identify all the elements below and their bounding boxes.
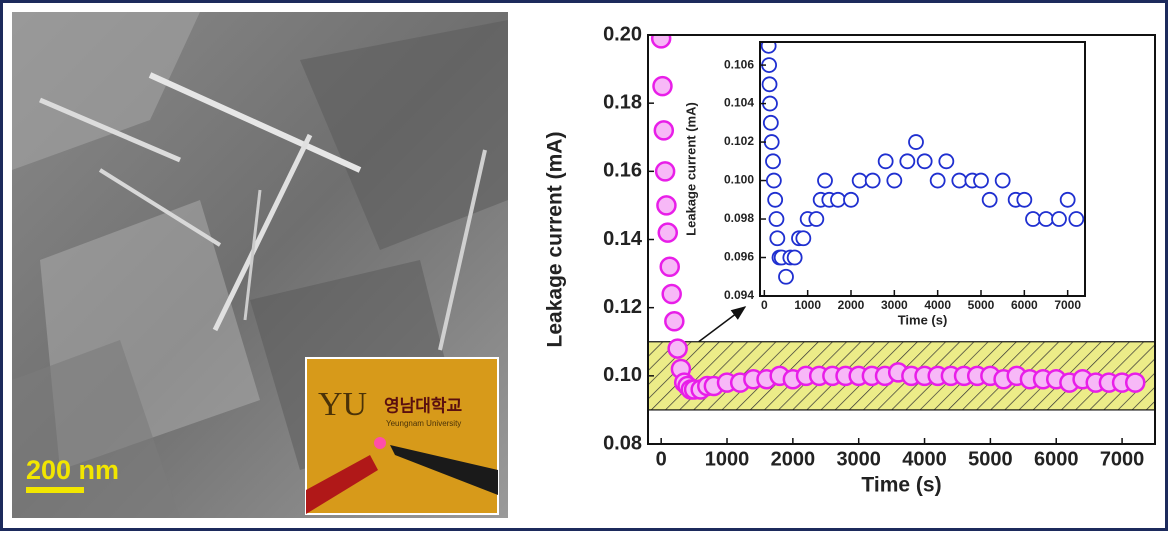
point	[778, 268, 794, 285]
y-tick-label: 0.104	[724, 96, 754, 110]
point	[951, 172, 968, 189]
point	[650, 35, 672, 49]
scale-bar-label: 200 nm	[26, 455, 119, 485]
point	[994, 172, 1011, 189]
y-tick-label: 0.16	[603, 160, 642, 182]
point	[973, 172, 989, 189]
point	[916, 153, 933, 170]
y-tick-label: 0.12	[603, 296, 642, 318]
y-tick-label: 0.098	[724, 211, 754, 225]
point	[654, 161, 676, 182]
point	[1059, 191, 1076, 208]
point	[763, 134, 780, 150]
point	[877, 153, 894, 170]
x-tick-label: 5000	[968, 298, 995, 312]
x-axis-label: Time (s)	[861, 474, 941, 497]
device-photo: YU 영남대학교 Yeungnam University	[305, 357, 499, 515]
point	[664, 311, 685, 332]
point	[661, 283, 682, 305]
y-tick-label: 0.08	[603, 432, 642, 454]
points	[760, 42, 1085, 285]
point	[769, 230, 786, 247]
y-tick-label: 0.10	[603, 364, 642, 386]
point	[908, 134, 924, 150]
x-tick-label: 1000	[705, 448, 750, 470]
point	[795, 230, 812, 247]
point	[657, 222, 679, 243]
x-tick-label: 2000	[838, 298, 865, 312]
y-tick-label: 0.18	[603, 91, 642, 113]
point	[656, 195, 677, 216]
point	[1025, 211, 1041, 227]
point	[843, 191, 859, 208]
point	[1124, 372, 1146, 393]
point	[667, 338, 688, 359]
point	[767, 191, 784, 208]
point	[817, 172, 833, 189]
x-tick-label: 6000	[1011, 298, 1038, 312]
point	[768, 211, 785, 227]
y-tick-label: 0.106	[724, 57, 754, 71]
x-tick-label: 0	[761, 298, 768, 312]
point	[761, 76, 778, 93]
y-axis-label: Leakage current (mA)	[683, 102, 698, 236]
point	[1038, 211, 1054, 227]
y-tick-label: 0.094	[724, 288, 754, 302]
point	[886, 172, 903, 189]
y-axis-label: Leakage current (mA)	[544, 132, 567, 348]
y-tick-label: 0.100	[724, 173, 754, 187]
point	[938, 153, 955, 170]
points	[650, 35, 1146, 400]
point	[1051, 211, 1067, 227]
y-tick-label: 0.14	[603, 228, 643, 250]
plot-area	[760, 42, 1085, 296]
point	[830, 191, 846, 208]
point	[851, 172, 868, 189]
x-tick-label: 2000	[771, 448, 816, 470]
point	[786, 249, 803, 266]
x-tick-label: 1000	[794, 298, 821, 312]
point	[1016, 191, 1033, 208]
point	[765, 172, 782, 189]
x-tick-label: 4000	[924, 298, 951, 312]
point	[760, 42, 777, 54]
y-tick-label: 0.102	[724, 134, 754, 148]
point	[808, 211, 825, 227]
axis-frame	[759, 41, 1086, 297]
logo-english: Yeungnam University	[386, 419, 461, 428]
logo-mark: YU	[318, 386, 367, 423]
x-tick-label: 7000	[1100, 448, 1145, 470]
point	[864, 172, 881, 189]
x-tick-label: 3000	[836, 448, 881, 470]
x-tick-label: 3000	[881, 298, 908, 312]
x-tick-label: 4000	[902, 448, 947, 470]
charts: 0 1000 2000 3000 4000 5000 6000 7000 0.08 0.10 0.1…	[544, 23, 1156, 497]
point	[659, 256, 680, 278]
zoom-arrow	[698, 306, 747, 343]
point	[1068, 211, 1085, 227]
point	[652, 75, 673, 97]
y-tick-label: 0.096	[724, 250, 754, 264]
x-tick-label: 7000	[1054, 298, 1081, 312]
point	[762, 114, 779, 131]
point	[653, 120, 675, 141]
x-tick-label: 5000	[968, 448, 1013, 470]
point	[765, 153, 781, 170]
x-tick-label: 6000	[1034, 448, 1079, 470]
point	[981, 191, 998, 208]
logo-korean: 영남대학교	[384, 396, 463, 415]
y-tick-label: 0.20	[603, 23, 642, 45]
point	[929, 172, 946, 189]
point	[899, 153, 916, 170]
x-axis-label: Time (s)	[898, 313, 948, 328]
x-tick-label: 0	[656, 448, 667, 470]
